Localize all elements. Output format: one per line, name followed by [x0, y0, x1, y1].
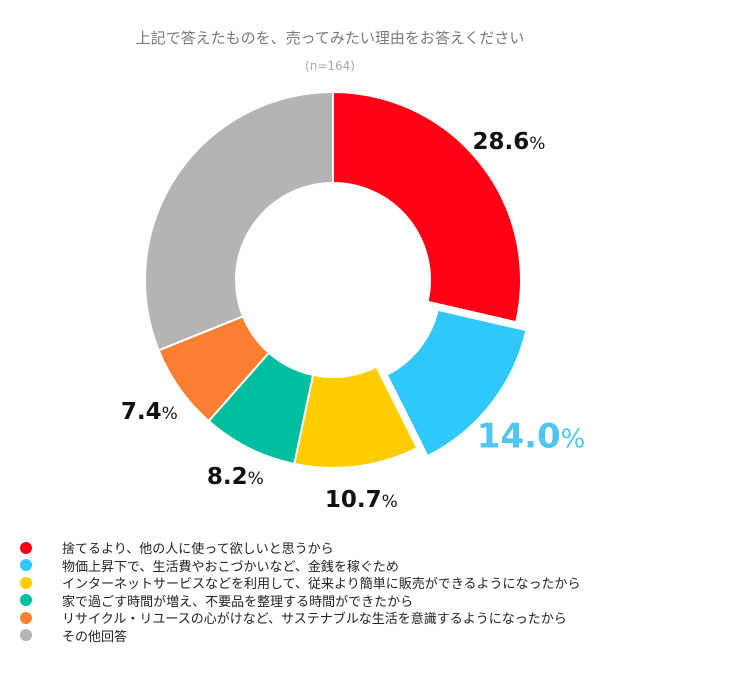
legend-item: インターネットサービスなどを利用して、従来より簡単に販売ができるようになったから — [20, 574, 580, 592]
legend-dot — [20, 611, 32, 624]
slice-earn-money — [385, 308, 528, 458]
legend-label: リサイクル・リユースの心がけなど、サステナブルな生活を意識するようになったから — [62, 612, 567, 628]
label-declutter-time: 8.2% — [207, 464, 264, 490]
legend-label: インターネットサービスなどを利用して、従来より簡単に販売ができるようになったから — [62, 577, 581, 593]
legend-dot — [20, 559, 32, 572]
legend-label: 捨てるより、他の人に使って欲しいと思うから — [62, 542, 334, 558]
legend-label: その他回答 — [62, 629, 128, 645]
legend-dot — [20, 576, 32, 589]
data-labels-group: 28.6% 14.0% 10.7% 8.2% 7.4% — [121, 129, 586, 513]
slices-group — [144, 91, 528, 469]
slice-discard — [332, 91, 522, 324]
legend: 捨てるより、他の人に使って欲しいと思うから 物価上昇下で、生活費やおこづかいなど… — [20, 539, 580, 645]
label-internet-easy: 10.7% — [325, 487, 398, 513]
legend-dot — [20, 541, 32, 554]
legend-item: 物価上昇下で、生活費やおこづかいなど、金銭を稼ぐため — [20, 557, 580, 575]
label-earn-money: 14.0% — [477, 417, 586, 457]
legend-item: リサイクル・リユースの心がけなど、サステナブルな生活を意識するようになったから — [20, 609, 580, 627]
chart-title: 上記で答えたものを、売ってみたい理由をお答えください — [136, 29, 525, 47]
legend-item: その他回答 — [20, 627, 580, 645]
chart-subtitle: (n=164) — [305, 59, 355, 73]
label-discard: 28.6% — [473, 129, 546, 155]
legend-item: 捨てるより、他の人に使って欲しいと思うから — [20, 539, 580, 557]
legend-dot — [20, 629, 32, 642]
legend-item: 家で過ごす時間が増え、不要品を整理する時間ができたから — [20, 592, 580, 610]
legend-label: 物価上昇下で、生活費やおこづかいなど、金銭を稼ぐため — [62, 559, 399, 575]
slice-other — [144, 91, 334, 352]
label-sustainable: 7.4% — [121, 399, 178, 425]
legend-label: 家で過ごす時間が増え、不要品を整理する時間ができたから — [62, 594, 414, 610]
legend-dot — [20, 594, 32, 607]
